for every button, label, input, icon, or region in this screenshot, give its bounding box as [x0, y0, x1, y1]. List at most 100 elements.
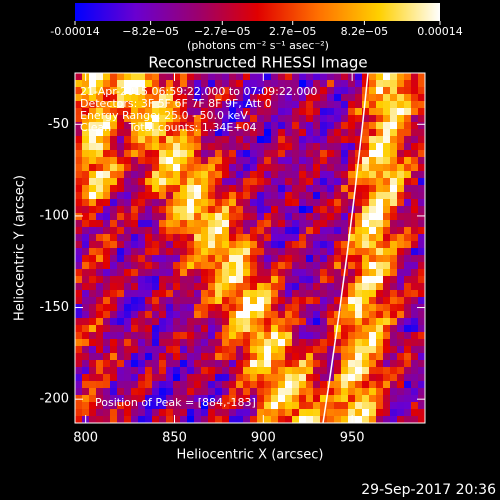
image-pixel [299, 101, 307, 109]
image-pixel [376, 395, 384, 403]
image-pixel [299, 290, 307, 298]
image-pixel [334, 360, 342, 368]
image-pixel [173, 73, 181, 81]
image-pixel [418, 290, 425, 298]
image-pixel [243, 129, 251, 137]
image-pixel [320, 73, 328, 81]
image-pixel [152, 325, 160, 333]
image-pixel [369, 164, 377, 172]
image-pixel [271, 73, 279, 81]
image-pixel [117, 255, 125, 263]
image-pixel [194, 353, 202, 361]
image-pixel [222, 353, 230, 361]
image-pixel [341, 276, 349, 284]
image-pixel [341, 388, 349, 396]
image-pixel [299, 311, 307, 319]
image-pixel [306, 395, 314, 403]
image-pixel [131, 143, 139, 151]
image-pixel [96, 276, 104, 284]
image-pixel [362, 304, 370, 312]
image-pixel [278, 402, 286, 410]
image-pixel [110, 164, 118, 172]
image-pixel [341, 206, 349, 214]
image-pixel [418, 157, 425, 165]
image-pixel [117, 290, 125, 298]
image-pixel [208, 206, 216, 214]
image-pixel [334, 409, 342, 417]
image-pixel [131, 192, 139, 200]
image-pixel [152, 255, 160, 263]
image-pixel [397, 402, 405, 410]
image-pixel [271, 115, 279, 123]
image-pixel [264, 381, 272, 389]
image-pixel [96, 360, 104, 368]
y-tick-label: -150 [39, 300, 69, 315]
image-pixel [243, 150, 251, 158]
image-pixel [215, 304, 223, 312]
image-pixel [306, 129, 314, 137]
timestamp: 29-Sep-2017 20:36 [361, 482, 496, 498]
image-pixel [194, 108, 202, 116]
image-pixel [411, 332, 419, 340]
image-pixel [257, 87, 265, 95]
image-pixel [138, 360, 146, 368]
image-pixel [390, 339, 398, 347]
image-pixel [313, 171, 321, 179]
image-pixel [110, 332, 118, 340]
image-pixel [152, 360, 160, 368]
image-pixel [341, 381, 349, 389]
image-pixel [159, 150, 167, 158]
image-pixel [320, 276, 328, 284]
image-pixel [362, 136, 370, 144]
image-pixel [327, 416, 335, 423]
image-pixel [306, 367, 314, 375]
image-pixel [75, 360, 83, 368]
image-pixel [131, 213, 139, 221]
image-pixel [131, 227, 139, 235]
image-pixel [383, 136, 391, 144]
image-pixel [306, 269, 314, 277]
image-pixel [404, 178, 412, 186]
image-pixel [201, 374, 209, 382]
image-pixel [75, 206, 83, 214]
image-pixel [369, 269, 377, 277]
image-pixel [397, 122, 405, 130]
image-pixel [376, 213, 384, 221]
image-pixel [383, 227, 391, 235]
image-pixel [292, 157, 300, 165]
image-pixel [110, 73, 118, 81]
image-pixel [96, 290, 104, 298]
image-pixel [187, 409, 195, 417]
image-pixel [96, 248, 104, 256]
image-pixel [404, 206, 412, 214]
image-pixel [418, 227, 425, 235]
image-pixel [320, 185, 328, 193]
image-pixel [404, 416, 412, 423]
image-pixel [124, 157, 132, 165]
image-pixel [320, 213, 328, 221]
image-pixel [376, 108, 384, 116]
image-pixel [418, 388, 425, 396]
image-pixel [222, 143, 230, 151]
image-pixel [285, 143, 293, 151]
image-pixel [124, 87, 132, 95]
image-pixel [383, 325, 391, 333]
image-pixel [348, 388, 356, 396]
image-pixel [404, 129, 412, 137]
image-pixel [327, 164, 335, 172]
image-pixel [194, 171, 202, 179]
image-pixel [75, 220, 83, 228]
image-pixel [96, 255, 104, 263]
image-pixel [348, 171, 356, 179]
image-pixel [222, 325, 230, 333]
image-pixel [278, 164, 286, 172]
image-pixel [376, 262, 384, 270]
image-pixel [194, 136, 202, 144]
image-pixel [236, 73, 244, 81]
image-pixel [418, 171, 425, 179]
image-pixel [362, 171, 370, 179]
image-pixel [278, 290, 286, 298]
image-pixel [285, 325, 293, 333]
image-pixel [194, 143, 202, 151]
image-pixel [313, 192, 321, 200]
